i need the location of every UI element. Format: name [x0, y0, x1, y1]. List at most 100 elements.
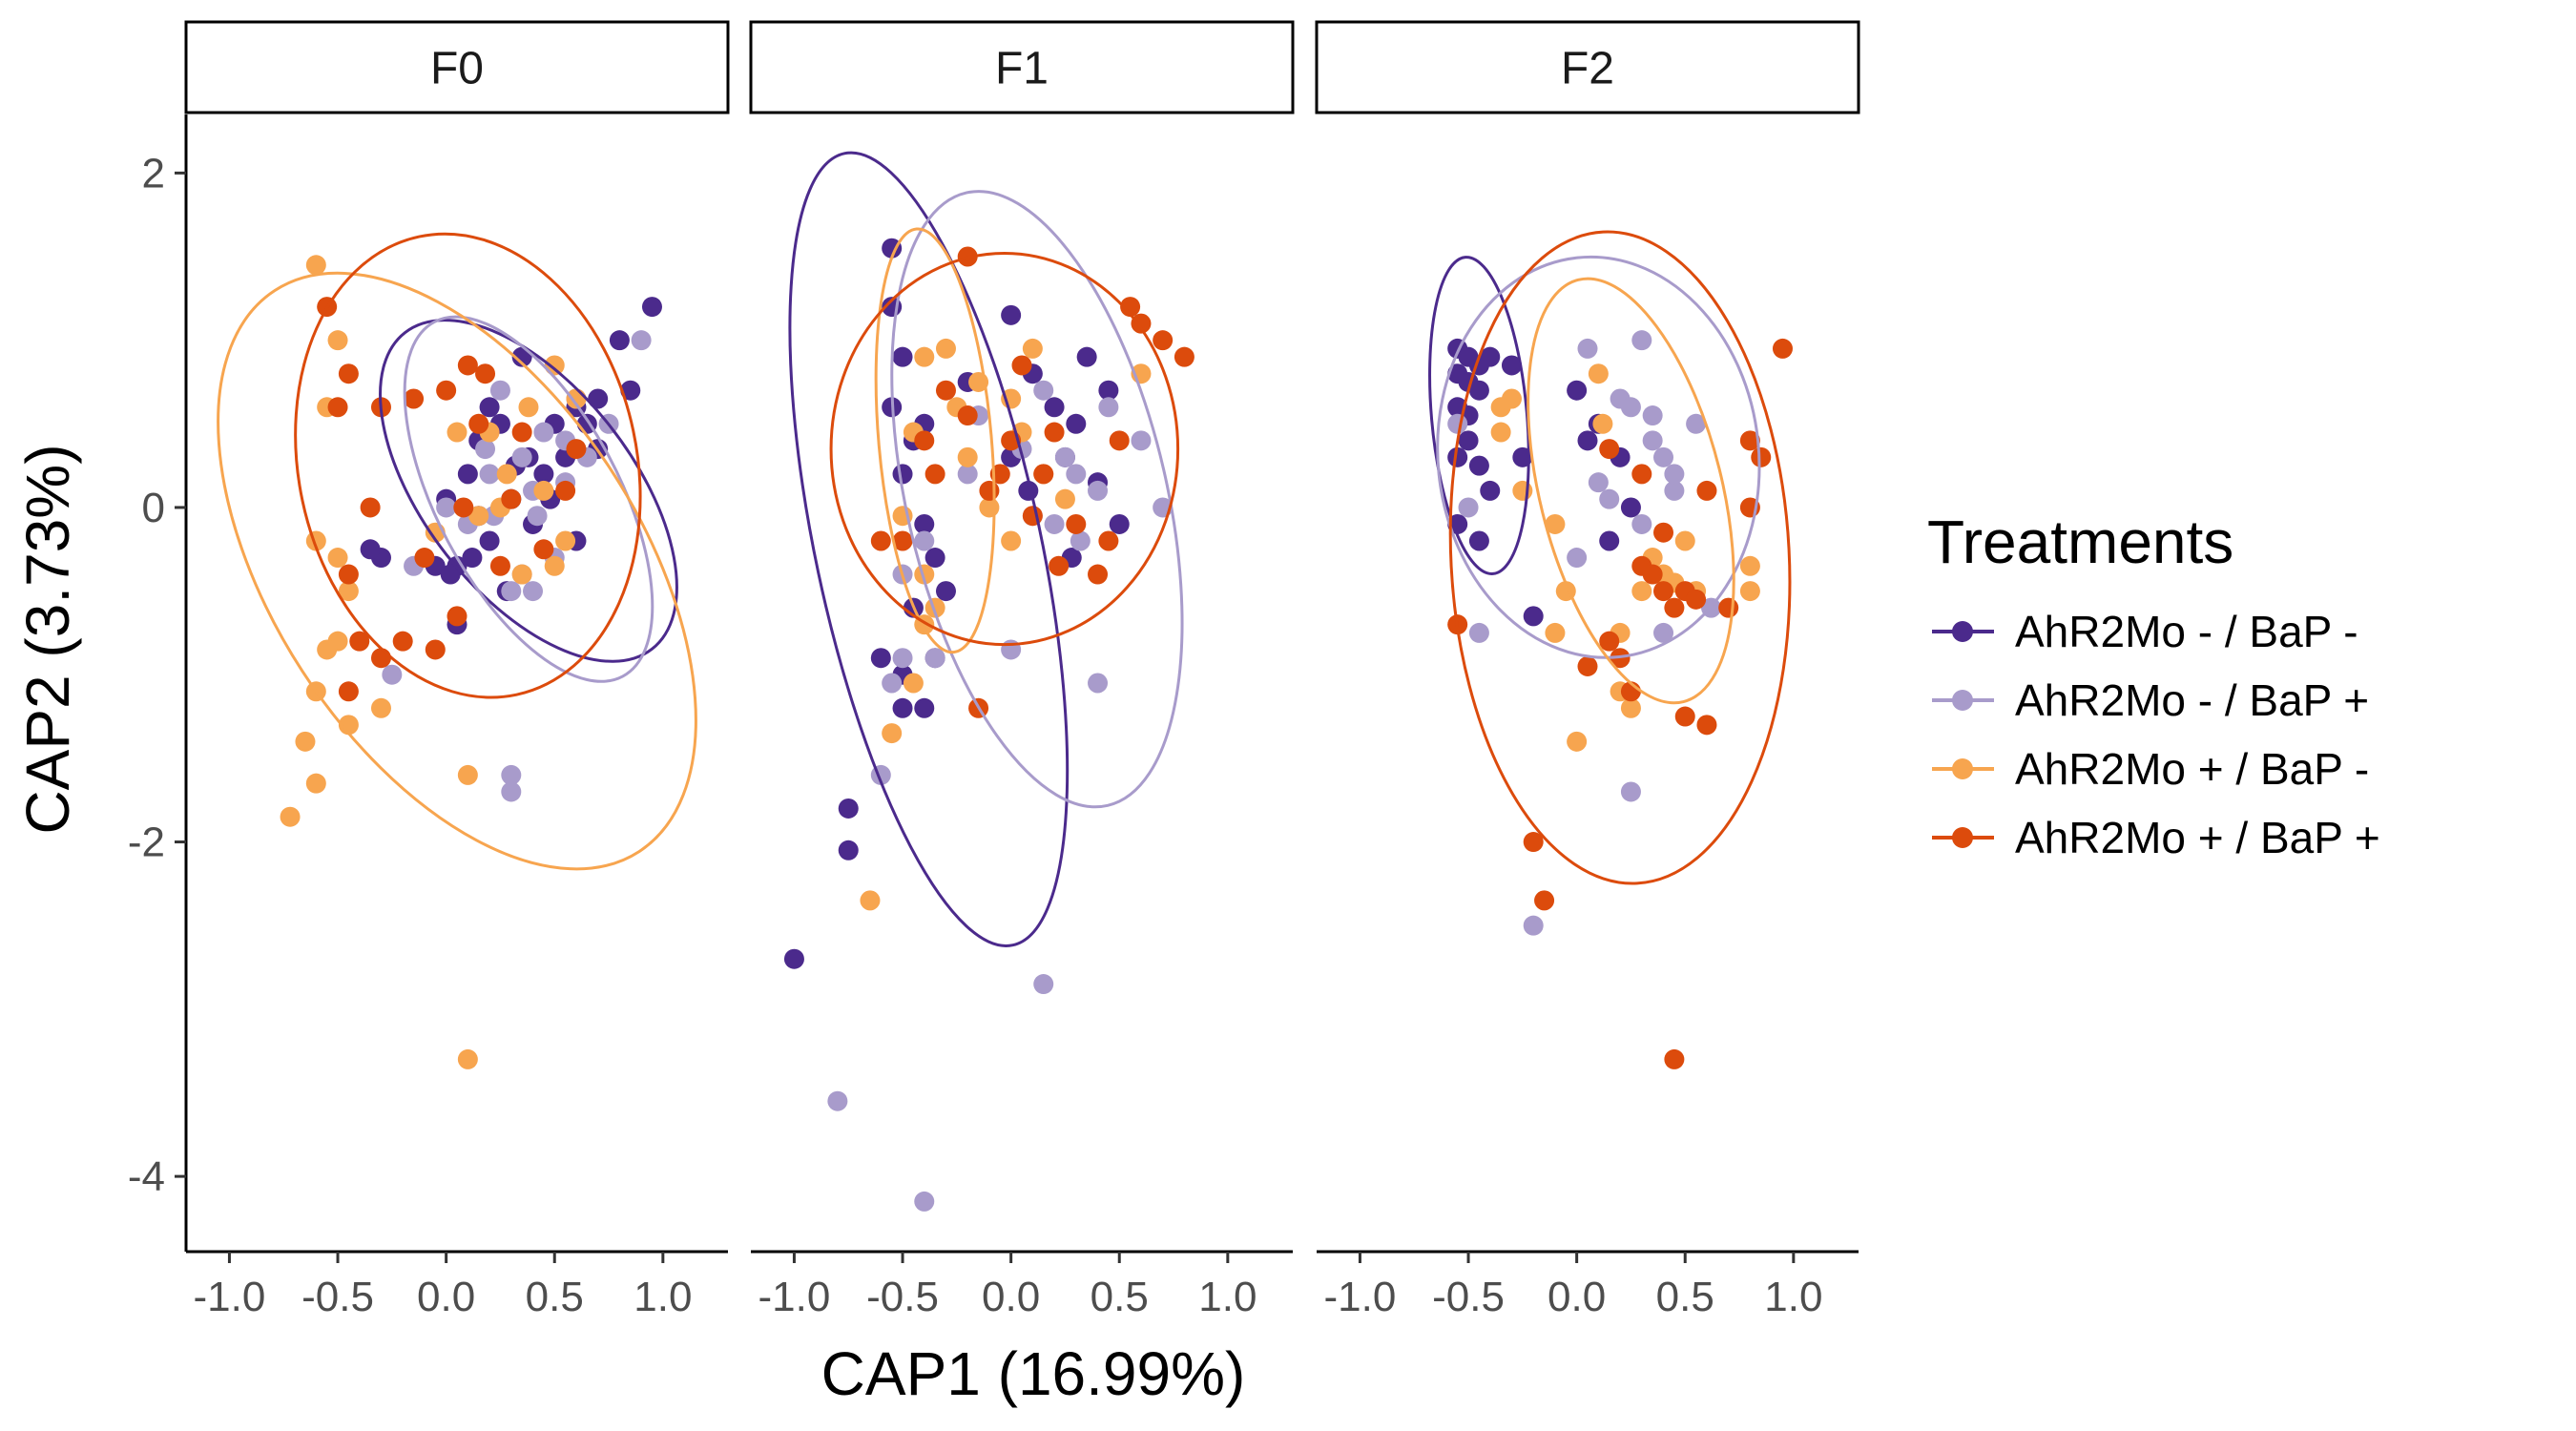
data-point: [475, 439, 496, 460]
data-point: [1468, 622, 1489, 643]
data-point: [1033, 380, 1054, 401]
facet-panel-f1: F1 -1.0 -0.5 0.0 0.5 1.0: [749, 20, 1295, 1320]
data-point: [436, 497, 457, 518]
data-point: [1447, 446, 1468, 467]
legend-item-label: AhR2Mo - / BaP -: [2015, 607, 2358, 656]
data-point: [533, 422, 554, 443]
x-tick-label: 0.0: [417, 1274, 475, 1320]
data-point: [447, 422, 467, 443]
data-point: [914, 564, 935, 585]
data-point: [1664, 1048, 1685, 1069]
facet-strip-label: F2: [1561, 44, 1614, 94]
y-tick-label: -2: [128, 819, 165, 866]
confidence-ellipse: [890, 190, 1184, 809]
data-point: [479, 464, 500, 485]
data-point: [1468, 530, 1489, 551]
data-point: [1642, 564, 1663, 585]
facet-panels: F0 -1.0 -0.5 0.0 0.5 1.0 -4 -2 0 2 F1 -1.0 -0.5 0.0 0.…: [128, 20, 1860, 1320]
confidence-ellipse: [217, 271, 697, 871]
data-point: [1620, 497, 1641, 518]
data-point: [327, 330, 348, 351]
x-tick-label: 0.5: [526, 1274, 584, 1320]
data-point: [892, 530, 913, 551]
data-point: [453, 497, 474, 518]
legend-item: AhR2Mo - / BaP +: [1932, 675, 2369, 725]
data-point: [1523, 606, 1544, 627]
data-point: [892, 346, 913, 367]
data-point: [1674, 530, 1695, 551]
data-point: [1109, 430, 1130, 451]
data-point: [1664, 597, 1685, 618]
data-point: [360, 539, 381, 560]
data-point: [1044, 422, 1065, 443]
data-point: [914, 697, 935, 718]
data-point: [1739, 581, 1760, 602]
data-point: [1447, 413, 1468, 434]
x-tick-label: -0.5: [1432, 1274, 1505, 1320]
data-point: [870, 648, 891, 669]
data-point: [1054, 446, 1075, 467]
data-point: [609, 330, 630, 351]
data-point: [1664, 480, 1685, 501]
data-point: [641, 297, 662, 318]
data-point: [511, 564, 532, 585]
data-point: [457, 1048, 478, 1069]
data-point: [1131, 430, 1152, 451]
x-tick-label: -1.0: [194, 1274, 266, 1320]
data-point: [1599, 530, 1620, 551]
data-point: [501, 488, 522, 509]
data-point: [827, 1090, 848, 1111]
data-point: [1001, 304, 1022, 325]
data-point: [870, 530, 891, 551]
x-tick-label: 0.0: [982, 1274, 1040, 1320]
data-point: [1739, 430, 1760, 451]
data-point: [1044, 513, 1065, 534]
legend-key-dot: [1952, 690, 1973, 711]
data-point: [295, 731, 316, 752]
data-point: [544, 355, 565, 376]
data-point: [1772, 338, 1793, 359]
data-point: [533, 480, 554, 501]
data-point: [518, 397, 539, 418]
data-point: [338, 363, 359, 384]
data-point: [317, 639, 338, 660]
data-point: [440, 564, 461, 585]
data-point: [511, 446, 532, 467]
data-point: [1076, 346, 1097, 367]
data-point: [327, 548, 348, 569]
data-point: [338, 715, 359, 736]
confidence-ellipse: [379, 319, 678, 663]
data-point: [914, 530, 935, 551]
data-point: [892, 464, 913, 485]
data-point: [838, 798, 859, 819]
data-point: [1599, 439, 1620, 460]
data-point: [1153, 330, 1174, 351]
data-point: [479, 530, 500, 551]
data-point: [1696, 480, 1717, 501]
data-point: [555, 480, 576, 501]
data-point: [511, 422, 532, 443]
data-point: [489, 380, 510, 401]
data-point: [425, 639, 446, 660]
data-point: [280, 806, 301, 827]
data-point: [1718, 597, 1739, 618]
data-point: [1098, 397, 1119, 418]
legend: Treatments AhR2Mo - / BaP -AhR2Mo - / Ba…: [1927, 508, 2380, 862]
confidence-ellipse: [1428, 256, 1530, 575]
data-point: [1653, 581, 1674, 602]
data-point: [501, 581, 522, 602]
data-point: [370, 697, 391, 718]
data-point: [468, 413, 489, 434]
data-point: [924, 548, 945, 569]
data-point: [1631, 330, 1652, 351]
data-point: [1066, 513, 1087, 534]
data-point: [1033, 464, 1054, 485]
data-point: [882, 673, 903, 694]
data-point: [1480, 480, 1501, 501]
facet-panel-f0: F0 -1.0 -0.5 0.0 0.5 1.0 -4 -2 0 2: [128, 20, 730, 1320]
data-point: [1070, 530, 1091, 551]
data-point: [1686, 413, 1707, 434]
data-point: [1022, 338, 1043, 359]
legend-key-dot: [1952, 827, 1973, 848]
